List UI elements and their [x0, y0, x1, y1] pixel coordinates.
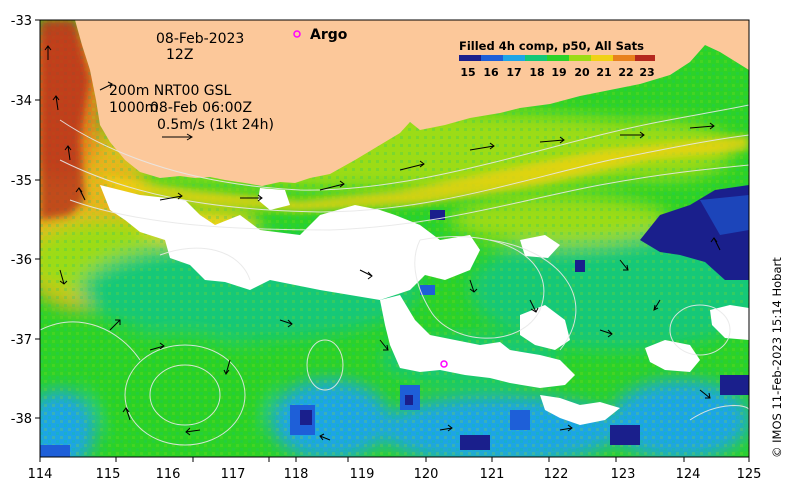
colorbar-tick: 18	[529, 66, 544, 79]
x-axis	[39, 457, 750, 462]
date-label: 08-Feb-2023	[156, 31, 244, 47]
y-tick-label: -34	[11, 94, 32, 109]
x-tick-label: 114	[28, 467, 53, 482]
x-tick-label: 121	[480, 467, 505, 482]
scale-label: 0.5m/s (1kt 24h)	[157, 117, 274, 133]
x-tick-label: 125	[737, 467, 762, 482]
credit-label: © IMOS 11-Feb-2023 15:14 Hobart	[770, 257, 784, 458]
time-label: 12Z	[166, 47, 193, 63]
current-info-line1: 200m NRT00 GSL	[109, 83, 232, 99]
x-tick-labels: 114 115 116 117 118 119 120 121 122 123 …	[28, 467, 762, 482]
land-australia	[75, 20, 749, 186]
argo-float-marker[interactable]	[440, 360, 448, 368]
colorbar-tick: 23	[639, 66, 654, 79]
argo-legend-icon	[293, 30, 301, 38]
colorbar-tick: 16	[483, 66, 499, 79]
x-tick-label: 115	[96, 467, 121, 482]
y-tick-label: -37	[11, 333, 32, 348]
cold-eddy	[640, 185, 749, 280]
x-tick-label: 123	[611, 467, 636, 482]
y-axis	[35, 19, 40, 419]
x-tick-label: 116	[156, 467, 181, 482]
y-tick-label: -35	[11, 174, 32, 189]
x-tick-label: 117	[221, 467, 246, 482]
colorbar-tick: 15	[460, 66, 475, 79]
plot-frame	[39, 19, 750, 458]
argo-legend-label: Argo	[310, 27, 348, 43]
current-time-label: 08-Feb 06:00Z	[150, 100, 252, 116]
ssh-contours	[40, 104, 749, 446]
x-tick-label: 122	[544, 467, 569, 482]
current-depth-label: 1000m	[109, 100, 158, 116]
coastal-warm-band	[40, 20, 749, 220]
x-tick-label: 124	[676, 467, 701, 482]
cool-patches	[40, 210, 749, 457]
plot-area	[40, 20, 749, 457]
cloud-mask	[100, 185, 749, 425]
colorbar-tick: 20	[574, 66, 590, 79]
y-tick-label: -33	[11, 14, 32, 29]
scale-arrow	[162, 133, 193, 141]
current-arrows	[44, 45, 721, 441]
colorbar: Filled 4h comp, p50, All Sats 15 16 17 1…	[459, 39, 655, 79]
y-tick-labels: -33 -34 -35 -36 -37 -38	[11, 14, 32, 427]
x-tick-label: 119	[350, 467, 375, 482]
colorbar-tick: 21	[596, 66, 611, 79]
colorbar-tick: 17	[506, 66, 521, 79]
x-tick-label: 120	[414, 467, 439, 482]
x-tick-label: 118	[284, 467, 309, 482]
colorbar-tick: 22	[618, 66, 633, 79]
y-tick-label: -36	[11, 253, 32, 268]
colorbar-title: Filled 4h comp, p50, All Sats	[459, 39, 644, 53]
colorbar-tick: 19	[551, 66, 566, 79]
y-tick-label: -38	[11, 412, 32, 427]
